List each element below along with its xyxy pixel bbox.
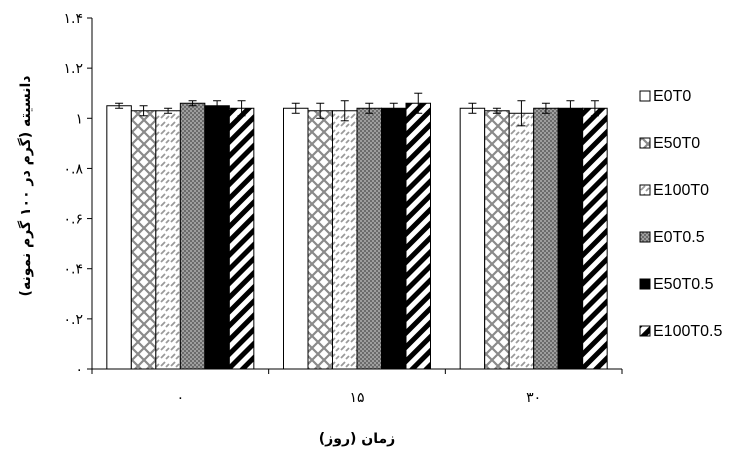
bar <box>283 107 309 370</box>
bar <box>332 110 358 370</box>
legend-swatch <box>639 231 651 243</box>
legend-label: E0T0 <box>653 88 691 105</box>
x-tick-label: ۱۵ <box>349 390 364 406</box>
y-axis: ۰ ۰.۲ ۰.۴ ۰.۶ ۰.۸ ۱ ۱.۲ ۱.۴ <box>64 11 93 378</box>
bar <box>508 112 535 370</box>
bar <box>155 110 181 370</box>
bar <box>356 107 382 370</box>
y-tick-label: ۱ <box>75 111 83 127</box>
legend-swatch <box>639 184 651 196</box>
bar <box>381 107 407 370</box>
y-axis-title: دانسیته (گرم در ۱۰۰ گرم نمونه) <box>17 76 34 297</box>
bar <box>106 105 132 370</box>
bar <box>307 110 333 370</box>
bar <box>204 105 230 370</box>
bar <box>582 107 608 370</box>
x-tick-label: ۰ <box>177 390 185 406</box>
bar <box>557 107 584 370</box>
legend: E0T0 E50T0 E100T0 E0T0.5 E50T0.5 E100T0.5 <box>639 88 722 340</box>
bar <box>484 110 510 370</box>
bar <box>459 107 486 370</box>
legend-swatch <box>639 137 651 149</box>
y-tick-label: ۱.۴ <box>64 11 84 27</box>
y-tick-label: ۰.۶ <box>64 212 84 228</box>
bar <box>228 107 255 370</box>
legend-label: E50T0.5 <box>653 276 714 293</box>
legend-label: E0T0.5 <box>653 229 705 246</box>
x-axis-title: زمان (روز) <box>319 431 395 447</box>
plot-area <box>106 92 608 370</box>
bar <box>533 107 559 370</box>
bar <box>405 102 431 370</box>
legend-swatch <box>639 278 651 290</box>
legend-label: E100T0 <box>653 182 709 199</box>
x-axis: ۰ ۱۵ ۳۰ <box>91 368 623 406</box>
legend-swatch <box>639 325 651 337</box>
legend-swatch <box>639 90 651 102</box>
bar <box>179 102 206 370</box>
bar <box>130 110 157 370</box>
y-tick-label: ۰.۴ <box>64 262 84 278</box>
x-tick-label: ۳۰ <box>526 390 541 406</box>
y-tick-label: ۱.۲ <box>64 61 84 77</box>
y-tick-label: ۰ <box>75 362 83 378</box>
y-tick-label: ۰.۲ <box>64 312 84 328</box>
y-tick-label: ۰.۸ <box>64 161 84 177</box>
legend-label: E100T0.5 <box>653 323 722 340</box>
legend-label: E50T0 <box>653 135 700 152</box>
